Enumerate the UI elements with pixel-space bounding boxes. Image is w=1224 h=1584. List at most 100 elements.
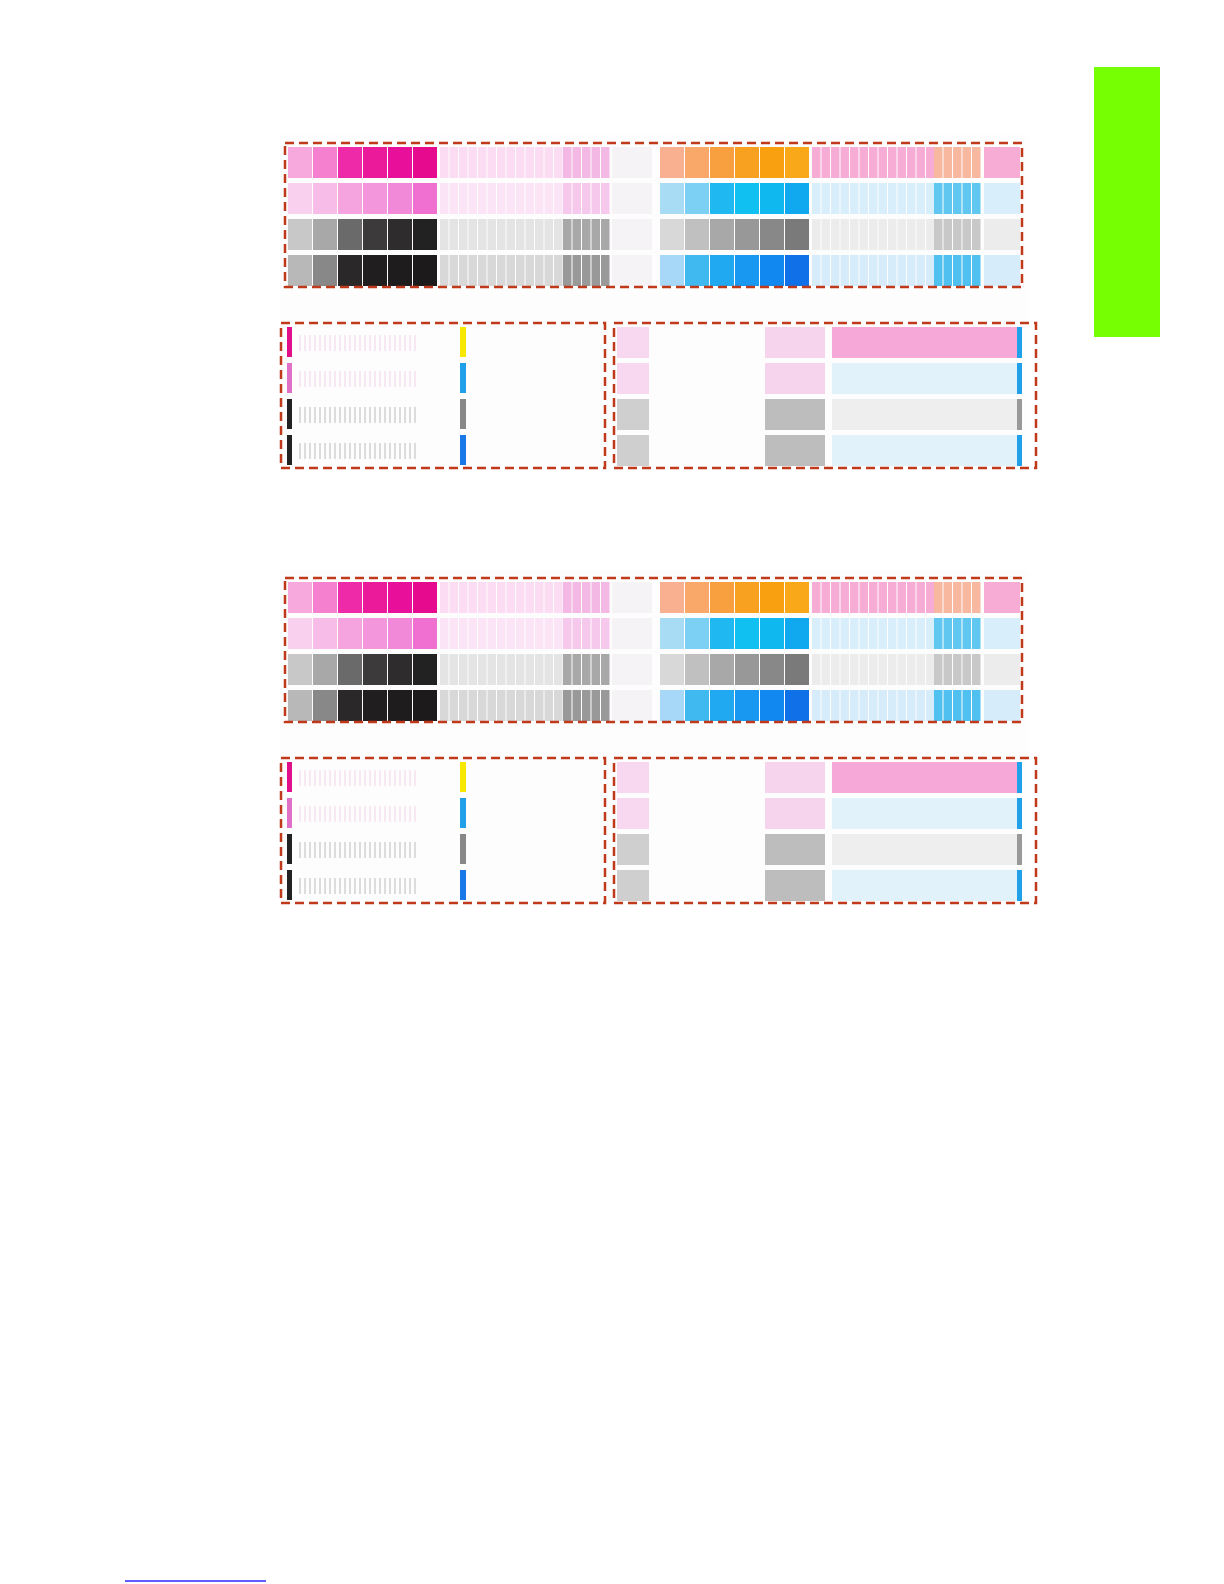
patch — [962, 147, 971, 178]
patch — [888, 219, 897, 250]
patch — [735, 219, 759, 250]
patch — [601, 255, 610, 286]
patch — [478, 618, 487, 649]
patch — [710, 654, 734, 685]
patch — [926, 690, 935, 721]
patch — [735, 618, 759, 649]
patch — [821, 255, 830, 286]
patch — [984, 582, 1020, 613]
patch — [953, 582, 962, 613]
patch — [449, 219, 458, 250]
patch — [685, 654, 709, 685]
patch — [459, 618, 468, 649]
patch — [878, 654, 887, 685]
patch — [710, 147, 734, 178]
pattern-patch — [1017, 327, 1022, 358]
patch — [850, 690, 859, 721]
patch — [591, 618, 600, 649]
patch — [888, 654, 897, 685]
patch — [710, 219, 734, 250]
patch — [916, 183, 925, 214]
patch — [953, 147, 962, 178]
patch — [288, 582, 312, 613]
patch — [888, 183, 897, 214]
patch — [313, 219, 337, 250]
patch — [506, 618, 515, 649]
patch — [601, 690, 610, 721]
patch — [487, 147, 496, 178]
patch — [413, 183, 437, 214]
patch — [953, 255, 962, 286]
patch — [926, 219, 935, 250]
patch — [487, 582, 496, 613]
patch — [440, 618, 449, 649]
patch — [760, 582, 784, 613]
patch — [497, 219, 506, 250]
pattern-patch — [765, 363, 825, 394]
patch — [338, 690, 362, 721]
patch — [582, 582, 591, 613]
patch — [413, 255, 437, 286]
patch — [440, 255, 449, 286]
patch — [313, 147, 337, 178]
patch — [943, 183, 952, 214]
patch — [544, 183, 553, 214]
patch — [288, 654, 312, 685]
patch — [487, 255, 496, 286]
patch — [563, 183, 572, 214]
patch — [888, 147, 897, 178]
patch — [869, 255, 878, 286]
patch — [288, 618, 312, 649]
patch — [388, 147, 412, 178]
patch — [812, 219, 821, 250]
patch — [363, 147, 387, 178]
patch — [943, 255, 952, 286]
patch — [554, 618, 563, 649]
patch — [563, 690, 572, 721]
patch — [735, 654, 759, 685]
patch — [785, 582, 809, 613]
pattern-patch — [765, 762, 825, 793]
pattern-patch — [1017, 762, 1022, 793]
patch — [907, 618, 916, 649]
patch — [338, 618, 362, 649]
patch — [897, 219, 906, 250]
patch — [591, 147, 600, 178]
patch — [907, 255, 916, 286]
patch — [388, 690, 412, 721]
patch — [710, 618, 734, 649]
patch — [363, 690, 387, 721]
patch — [497, 147, 506, 178]
pattern-patch — [617, 435, 649, 466]
patch — [962, 219, 971, 250]
pattern-patch — [1017, 834, 1022, 865]
patch — [850, 255, 859, 286]
patch — [363, 183, 387, 214]
pattern-patch — [617, 798, 649, 829]
patch — [459, 690, 468, 721]
patch — [878, 618, 887, 649]
patch — [962, 618, 971, 649]
patch — [943, 582, 952, 613]
patch — [497, 582, 506, 613]
swatch-strip — [460, 327, 466, 357]
patch — [897, 255, 906, 286]
patch — [821, 183, 830, 214]
patch — [953, 183, 962, 214]
patch — [831, 690, 840, 721]
patch — [984, 690, 1020, 721]
patch — [685, 618, 709, 649]
patch — [468, 618, 477, 649]
patch — [363, 618, 387, 649]
patch — [468, 219, 477, 250]
patch — [535, 618, 544, 649]
swatch-strip — [287, 327, 292, 357]
patch — [785, 219, 809, 250]
patch — [338, 219, 362, 250]
patch — [785, 147, 809, 178]
patch — [926, 147, 935, 178]
patch — [953, 690, 962, 721]
patch — [544, 618, 553, 649]
patch — [413, 582, 437, 613]
